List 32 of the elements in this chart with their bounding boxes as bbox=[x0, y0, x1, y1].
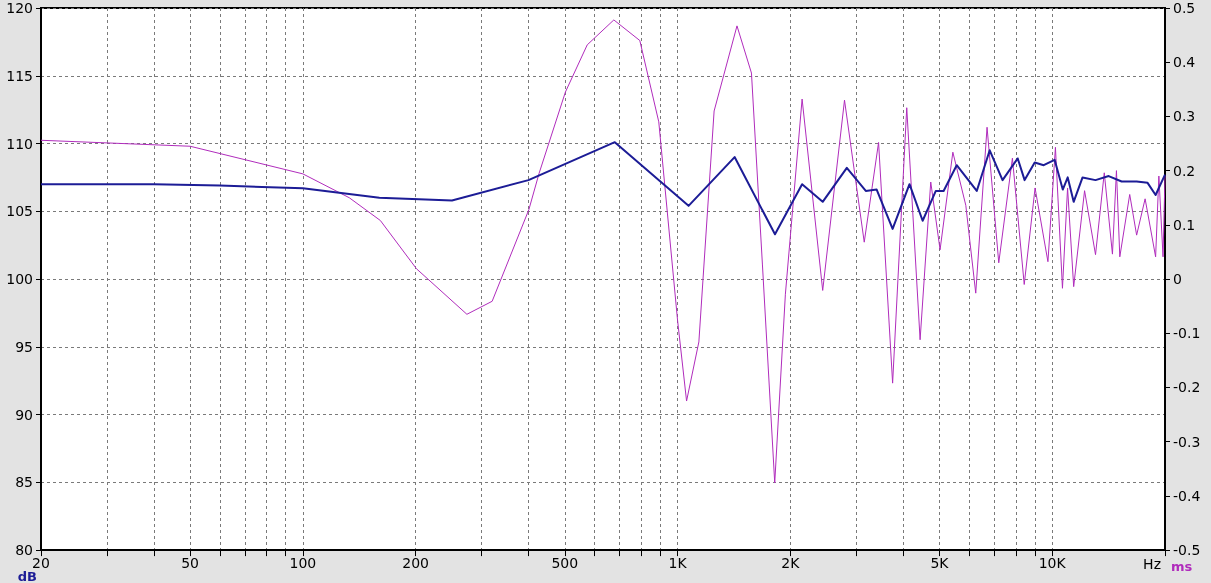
x-tick-label: 20 bbox=[32, 555, 50, 572]
x-tick-label: 5K bbox=[930, 555, 950, 572]
y2-tick-label: -0.4 bbox=[1173, 487, 1201, 504]
y2-axis-title: ms bbox=[1171, 559, 1193, 575]
y2-tick-label: 0.2 bbox=[1173, 162, 1196, 179]
y2-tick-label: -0.2 bbox=[1173, 379, 1201, 396]
x-tick-label: 50 bbox=[181, 555, 200, 572]
x-tick-label: 2K bbox=[781, 555, 801, 572]
y-axis-title: dB bbox=[17, 569, 37, 583]
y2-tick-label: -0.1 bbox=[1173, 325, 1201, 342]
y-tick-label: 80 bbox=[15, 542, 33, 559]
x-tick-label: 100 bbox=[289, 555, 317, 572]
y2-tick-label: 0 bbox=[1173, 271, 1182, 288]
y-tick-label: 90 bbox=[15, 406, 33, 423]
y2-tick-label: 0.1 bbox=[1173, 216, 1196, 233]
y2-tick-label: -0.5 bbox=[1173, 542, 1201, 559]
x-tick-label: 1K bbox=[668, 555, 688, 572]
y2-tick-label: 0.3 bbox=[1173, 108, 1196, 125]
x-tick-label: 10K bbox=[1038, 555, 1067, 572]
y-tick-label: 105 bbox=[6, 203, 33, 220]
y-tick-label: 110 bbox=[6, 135, 33, 152]
y-tick-label: 100 bbox=[6, 271, 33, 288]
y2-tick-label: -0.3 bbox=[1173, 433, 1201, 450]
x-tick-label: 500 bbox=[551, 555, 579, 572]
y2-tick-label: 0.4 bbox=[1173, 54, 1196, 71]
y-tick-label: 120 bbox=[6, 0, 33, 16]
x-axis-title: Hz bbox=[1143, 556, 1161, 573]
y-tick-label: 85 bbox=[15, 474, 33, 491]
y-tick-label: 115 bbox=[6, 67, 33, 84]
y-tick-label: 95 bbox=[15, 338, 33, 355]
y2-tick-label: 0.5 bbox=[1173, 0, 1196, 16]
x-tick-label: 200 bbox=[402, 555, 430, 572]
